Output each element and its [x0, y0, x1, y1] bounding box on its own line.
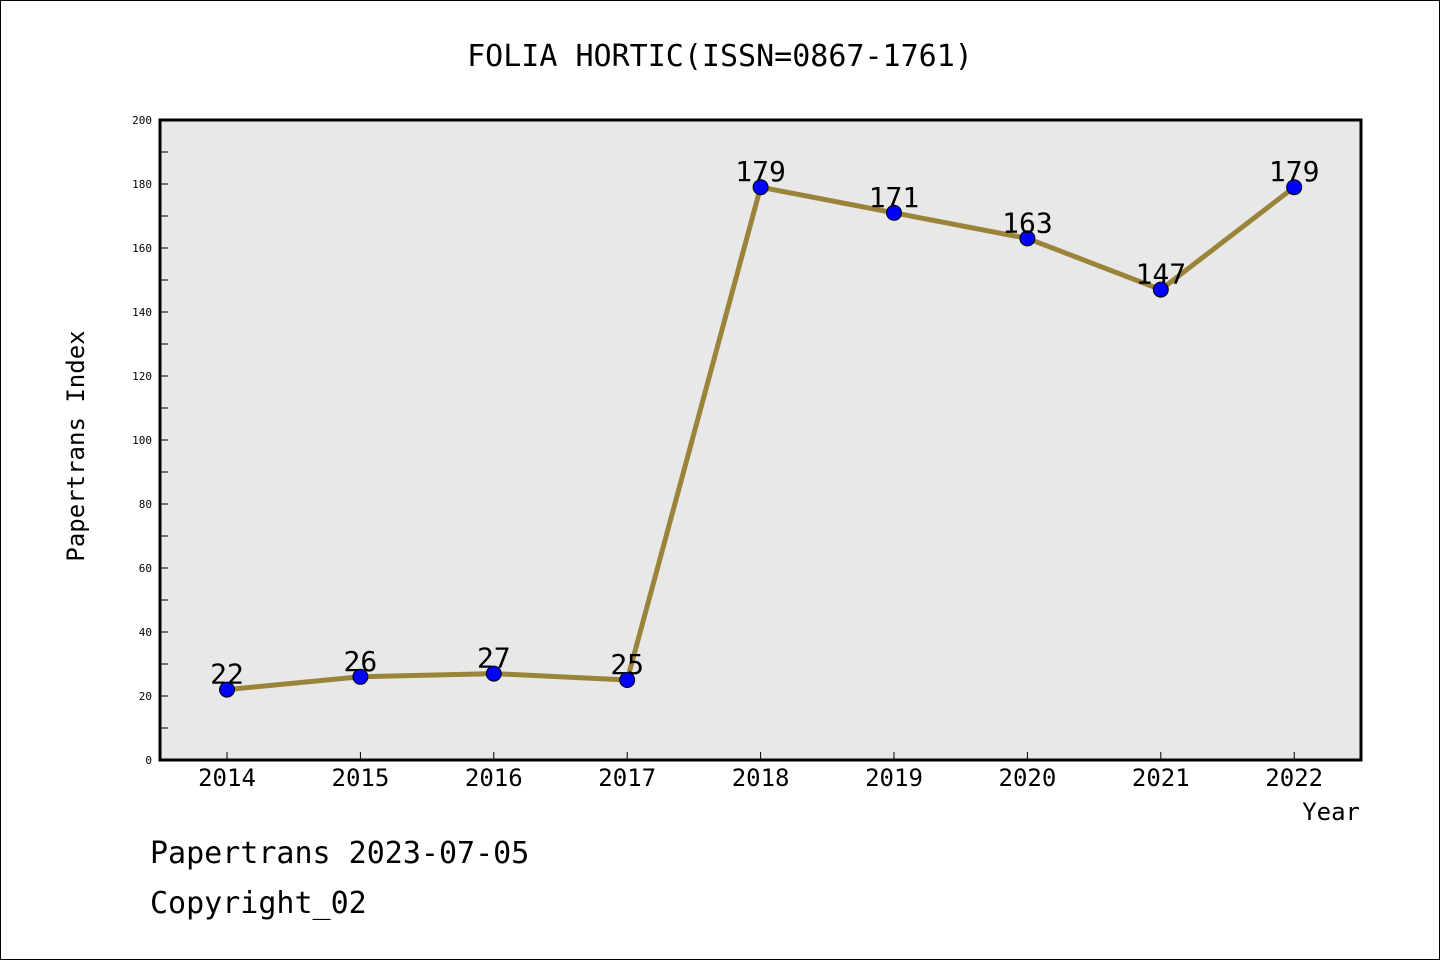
y-axis-label: Papertrans Index — [62, 330, 90, 561]
x-tick-label: 2021 — [1132, 764, 1190, 792]
data-label: 171 — [869, 181, 920, 214]
data-point — [752, 179, 769, 196]
data-point — [1286, 179, 1303, 196]
series-layer: 22 26 27 25 179 171 163 147 179 — [210, 155, 1320, 698]
footer-copyright: Copyright_02 — [150, 886, 367, 921]
x-tick-label: 2014 — [198, 764, 256, 792]
y-tick-label: 180 — [132, 178, 152, 191]
x-tick-label: 2017 — [598, 764, 656, 792]
x-axis-label: Year — [1302, 798, 1360, 826]
y-tick-label: 100 — [132, 434, 152, 447]
data-label: 147 — [1136, 258, 1187, 291]
data-label: 179 — [1269, 155, 1320, 188]
y-tick-label: 140 — [132, 306, 152, 319]
x-axis: 2014 2015 2016 2017 2018 2019 2020 2021 2022 — [198, 752, 1323, 792]
y-axis: 0 20 40 60 80 100 120 140 160 180 200 — [132, 114, 168, 767]
data-label: 27 — [477, 642, 511, 675]
x-tick-label: 2016 — [465, 764, 523, 792]
x-tick-label: 2015 — [332, 764, 390, 792]
y-tick-label: 200 — [132, 114, 152, 127]
x-tick-label: 2022 — [1265, 764, 1323, 792]
y-tick-label: 60 — [139, 562, 152, 575]
chart-title: FOLIA HORTIC(ISSN=0867-1761) — [467, 39, 973, 74]
data-label: 22 — [210, 658, 244, 691]
data-point — [352, 668, 369, 685]
y-tick-label: 0 — [145, 754, 152, 767]
y-tick-label: 40 — [139, 626, 152, 639]
y-tick-label: 80 — [139, 498, 152, 511]
data-point — [1019, 230, 1036, 247]
data-label: 25 — [610, 648, 644, 681]
data-label: 26 — [344, 645, 378, 678]
y-tick-label: 160 — [132, 242, 152, 255]
x-tick-label: 2020 — [999, 764, 1057, 792]
data-point — [886, 204, 902, 221]
footer-date: Papertrans 2023-07-05 — [150, 836, 530, 871]
x-tick-label: 2018 — [732, 764, 790, 792]
plot-area — [158, 118, 1363, 762]
x-tick-label: 2019 — [865, 764, 923, 792]
data-point — [219, 681, 235, 698]
data-point — [485, 665, 502, 682]
data-label: 179 — [735, 155, 786, 188]
y-tick-label: 120 — [132, 370, 152, 383]
data-point — [619, 672, 636, 688]
data-point — [1152, 281, 1169, 298]
y-tick-label: 20 — [139, 690, 152, 703]
data-label: 163 — [1002, 206, 1053, 239]
